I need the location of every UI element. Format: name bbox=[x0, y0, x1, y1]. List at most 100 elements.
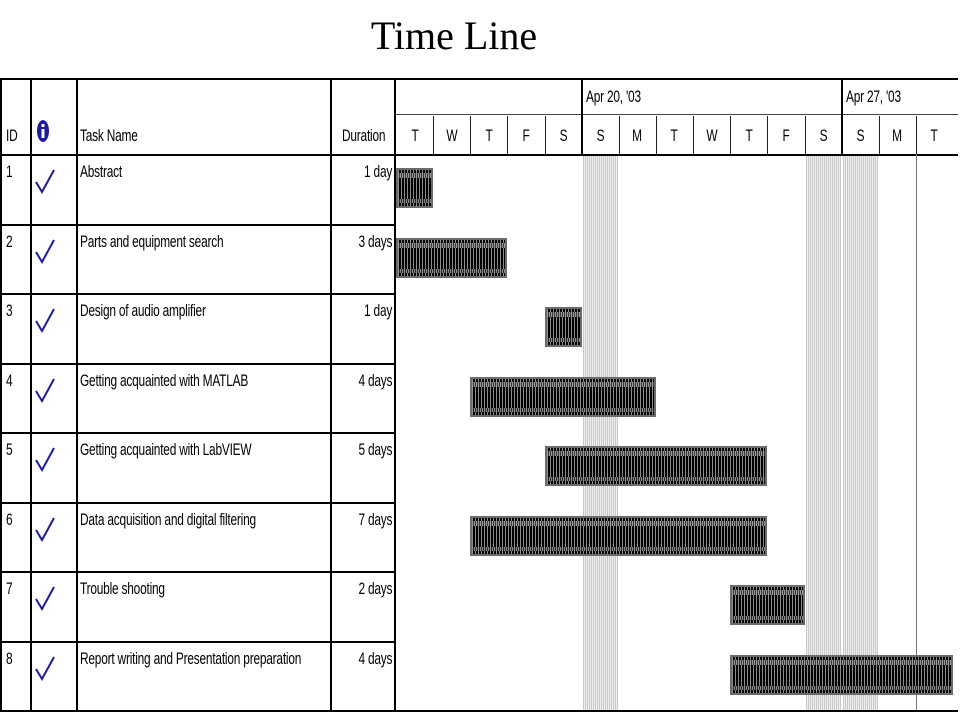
task-id: 4 bbox=[6, 370, 13, 390]
task-duration-cell: 1 day bbox=[332, 301, 392, 321]
header-bottom-line bbox=[0, 154, 958, 156]
day-divider bbox=[767, 116, 768, 154]
task-duration: 7 days bbox=[358, 509, 392, 529]
task-name: Getting acquainted with LabVIEW bbox=[80, 440, 252, 459]
day-label: T bbox=[916, 116, 953, 156]
id-column-header-label: ID bbox=[6, 126, 18, 145]
task-id: 7 bbox=[6, 579, 13, 598]
task-name-cell: Getting acquainted with MATLAB bbox=[80, 371, 320, 391]
task-name-cell: Parts and equipment search bbox=[80, 232, 285, 252]
day-label-text: W bbox=[706, 126, 718, 145]
day-label-text: T bbox=[485, 126, 493, 145]
task-name-cell: Report writing and Presentation preparat… bbox=[80, 649, 396, 669]
day-label: W bbox=[693, 116, 730, 156]
day-label: T bbox=[656, 116, 693, 156]
task-bar[interactable] bbox=[730, 585, 805, 625]
checkmark-icon bbox=[34, 238, 56, 269]
task-id-cell: 6 bbox=[6, 510, 15, 530]
task-bar[interactable] bbox=[730, 654, 954, 695]
task-name-column-header-label: Task Name bbox=[80, 126, 138, 145]
week-separator bbox=[396, 114, 958, 115]
task-bar[interactable] bbox=[396, 237, 508, 278]
day-label-text: T bbox=[745, 126, 753, 145]
day-label-text: S bbox=[819, 126, 827, 145]
task-name-cell: Design of audio amplifier bbox=[80, 301, 260, 321]
day-label: S bbox=[545, 116, 582, 156]
info-icon[interactable] bbox=[36, 118, 50, 149]
week-label-1: Apr 20, '03 bbox=[586, 82, 664, 112]
column-divider-left-border bbox=[0, 80, 2, 710]
checkmark-icon bbox=[34, 168, 56, 199]
task-bar[interactable] bbox=[470, 376, 656, 417]
column-divider-indicator-divider bbox=[30, 80, 32, 710]
day-divider bbox=[656, 116, 657, 154]
task-duration: 1 day bbox=[363, 301, 392, 320]
task-duration: 3 days bbox=[358, 231, 392, 251]
day-label-text: W bbox=[446, 126, 458, 145]
table-row: 4 Getting acquainted with MATLAB 4 days bbox=[0, 363, 396, 433]
day-divider bbox=[433, 116, 434, 154]
day-label: M bbox=[879, 116, 916, 156]
checkmark-icon bbox=[34, 516, 56, 547]
day-label-text: F bbox=[522, 126, 530, 145]
day-label: M bbox=[619, 116, 656, 156]
row-separator bbox=[0, 293, 396, 295]
today-line bbox=[916, 154, 917, 710]
column-divider-chart-divider bbox=[394, 80, 396, 710]
task-name: Data acquisition and digital filtering bbox=[80, 509, 256, 529]
table-row: 7 Trouble shooting 2 days bbox=[0, 571, 396, 641]
table-row: 5 Getting acquainted with LabVIEW 5 days bbox=[0, 432, 396, 502]
task-id-cell: 1 bbox=[6, 162, 15, 182]
slide-title: Time Line bbox=[370, 13, 538, 58]
day-divider bbox=[879, 116, 880, 154]
task-bar[interactable] bbox=[544, 307, 582, 347]
row-separator bbox=[0, 363, 396, 365]
day-divider bbox=[916, 116, 917, 154]
day-label: T bbox=[396, 116, 433, 156]
task-id-cell: 2 bbox=[6, 232, 15, 252]
duration-column-header[interactable]: Duration bbox=[342, 116, 404, 156]
task-name: Abstract bbox=[80, 162, 122, 181]
table-row: 8 Report writing and Presentation prepara… bbox=[0, 641, 396, 711]
checkmark-icon bbox=[34, 585, 56, 616]
row-separator bbox=[0, 641, 396, 643]
task-id-cell: 8 bbox=[6, 649, 15, 669]
duration-column-header-label: Duration bbox=[342, 126, 386, 145]
row-separator bbox=[0, 224, 396, 226]
task-id-cell: 3 bbox=[6, 301, 15, 321]
checkmark-icon bbox=[34, 377, 56, 408]
week-label-2-text: Apr 27, '03 bbox=[846, 87, 901, 106]
column-divider-duration-divider bbox=[330, 80, 332, 710]
task-id: 1 bbox=[6, 162, 13, 181]
table-row: 3 Design of audio amplifier 1 day bbox=[0, 293, 396, 363]
task-duration-cell: 7 days bbox=[332, 510, 392, 530]
day-label-text: T bbox=[411, 126, 419, 145]
task-id: 8 bbox=[6, 648, 13, 668]
info-icon-graphic bbox=[37, 120, 49, 142]
weekend-band bbox=[582, 154, 618, 710]
day-label-text: T bbox=[670, 126, 679, 145]
task-duration-cell: 4 days bbox=[332, 371, 392, 391]
column-divider-task-divider bbox=[76, 80, 78, 710]
task-name: Design of audio amplifier bbox=[80, 301, 206, 320]
task-duration-cell: 1 day bbox=[332, 162, 392, 182]
task-bar[interactable] bbox=[396, 168, 434, 208]
day-label-text: M bbox=[892, 126, 903, 145]
id-column-header[interactable]: ID bbox=[6, 116, 22, 156]
week-boundary bbox=[581, 80, 583, 154]
task-duration: 4 days bbox=[358, 370, 392, 390]
weekend-band bbox=[842, 154, 878, 710]
task-id-cell: 5 bbox=[6, 440, 15, 460]
task-duration: 4 days bbox=[358, 648, 392, 668]
task-name-column-header[interactable]: Task Name bbox=[80, 116, 162, 156]
day-divider bbox=[507, 116, 508, 154]
task-name: Report writing and Presentation preparat… bbox=[80, 648, 302, 668]
task-duration: 1 day bbox=[363, 162, 392, 181]
task-name-cell: Trouble shooting bbox=[80, 579, 201, 599]
checkmark-icon bbox=[34, 307, 56, 338]
task-bar[interactable] bbox=[470, 515, 768, 556]
row-separator bbox=[0, 502, 396, 504]
day-divider bbox=[619, 116, 620, 154]
task-bar[interactable] bbox=[544, 446, 768, 486]
day-label-text: T bbox=[930, 126, 939, 145]
